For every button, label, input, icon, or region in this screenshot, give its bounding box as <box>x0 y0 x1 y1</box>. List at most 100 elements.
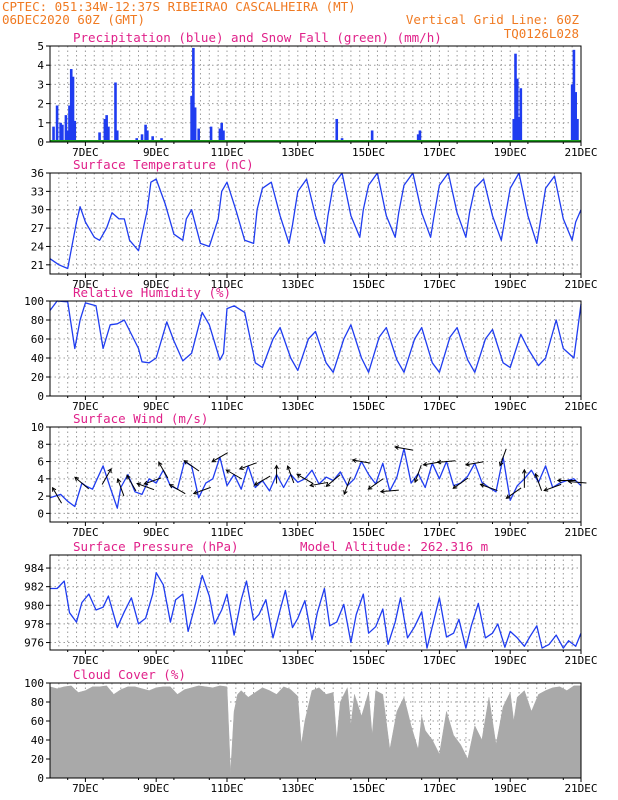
x-tick-label: 7DEC <box>72 654 99 667</box>
wind-arrow-shaft <box>499 448 507 466</box>
precip-bar <box>73 120 77 142</box>
wind-arrow <box>343 477 351 496</box>
precip-bar <box>197 128 200 142</box>
x-tick-label: 19DEC <box>494 400 527 413</box>
y-tick-label: 4 <box>37 59 44 72</box>
wind-arrow <box>413 465 422 484</box>
x-tick-label: 19DEC <box>494 278 527 291</box>
precip-bar <box>71 76 75 142</box>
wind-arrow-head <box>238 465 244 471</box>
wind-arrow-shaft <box>395 446 413 451</box>
humidity-panel: Relative Humidity (%) 0 20 40 60 80 100 7DEC 9DE… <box>24 285 597 413</box>
wind-arrow <box>543 483 562 492</box>
x-tick-label: 15DEC <box>352 654 385 667</box>
y-tick-label: 20 <box>31 753 44 766</box>
cloud-panel: Cloud Cover (%) 0 20 40 60 80 100 7DEC 9DEC 11DEC… <box>24 667 597 795</box>
precip-bar <box>209 126 213 142</box>
panel-title: Precipitation (blue) and Snow Fall (gree… <box>73 30 442 45</box>
y-tick-label: 30 <box>31 204 44 217</box>
wind-arrow-head <box>556 478 562 483</box>
wind-arrow <box>325 474 341 488</box>
header: CPTEC: 051:34W-12:37S RIBEIRAO CASCALHEI… <box>2 0 579 41</box>
wind-arrow-shaft <box>368 478 384 490</box>
wind-arrow-head <box>325 482 331 488</box>
precip-bar <box>144 124 147 142</box>
wind-arrow-head <box>143 480 149 486</box>
precip-panel: Precipitation (blue) and Snow Fall (gree… <box>37 30 597 159</box>
wind-arrow-shaft <box>144 477 162 485</box>
precip-bar <box>103 118 107 142</box>
x-tick-label: 17DEC <box>423 526 456 539</box>
x-tick-label: 17DEC <box>423 278 456 291</box>
precip-bar <box>64 115 68 142</box>
wind-arrow-shaft <box>52 487 63 504</box>
y-tick-label: 980 <box>24 599 44 612</box>
x-tick-label: 13DEC <box>281 654 314 667</box>
x-tick-label: 17DEC <box>423 654 456 667</box>
x-tick-label: 11DEC <box>210 278 243 291</box>
x-tick-label: 15DEC <box>352 400 385 413</box>
wind-arrow-shaft <box>183 460 200 472</box>
y-tick-label: 40 <box>31 352 44 365</box>
x-tick-label: 9DEC <box>143 146 170 159</box>
panel-title: Surface Temperature (nC) <box>73 157 254 172</box>
precip-bar <box>416 134 420 142</box>
precip-bar <box>576 118 579 142</box>
x-tick-label: 17DEC <box>423 146 456 159</box>
y-tick-label: 100 <box>24 677 44 690</box>
x-tick-label: 7DEC <box>72 278 99 291</box>
wind-arrow <box>253 475 271 486</box>
y-tick-label: 984 <box>24 562 44 575</box>
wind-arrow-head <box>52 486 57 492</box>
precip-bar <box>68 105 71 142</box>
wind-arrow <box>116 478 125 497</box>
y-tick-label: 36 <box>31 167 44 180</box>
wind-arrow-shaft <box>534 473 543 491</box>
y-tick-label: 0 <box>37 136 44 149</box>
precip-bar <box>59 122 62 142</box>
wind-arrow <box>225 469 243 480</box>
x-tick-label: 9DEC <box>143 782 170 795</box>
x-tick-label: 21DEC <box>564 654 597 667</box>
wind-arrow-shaft <box>325 474 341 487</box>
wind-arrow-head <box>351 458 357 463</box>
wind-arrow-head <box>309 482 315 488</box>
y-tick-label: 4 <box>37 473 44 486</box>
y-tick-label: 20 <box>31 371 44 384</box>
series-line <box>50 572 582 649</box>
wind-arrow-head <box>183 460 189 465</box>
wind-arrow-shaft <box>158 462 169 479</box>
x-tick-label: 9DEC <box>143 654 170 667</box>
x-tick-label: 17DEC <box>423 400 456 413</box>
panel-title: Cloud Cover (%) <box>73 667 186 682</box>
wind-arrow-shaft <box>254 475 271 486</box>
wind-arrow-shaft <box>211 452 228 463</box>
precip-bar <box>69 69 73 142</box>
x-tick-label: 13DEC <box>281 782 314 795</box>
y-tick-label: 6 <box>37 456 44 469</box>
wind-arrow-head <box>225 469 231 474</box>
wind-arrow-head <box>464 461 470 467</box>
y-tick-label: 976 <box>24 637 44 650</box>
precip-bar <box>218 128 222 142</box>
y-tick-label: 21 <box>31 259 44 272</box>
precip-bar <box>519 88 523 142</box>
header-run-date: 06DEC2020 60Z (GMT) <box>2 12 145 27</box>
wind-arrow-shaft <box>544 483 562 492</box>
temperature-panel: Surface Temperature (nC) 21 24 27 30 33 36 7DEC… <box>31 157 598 291</box>
wind-arrow <box>158 461 169 479</box>
wind-arrow <box>74 476 90 490</box>
header-grid-line-note: Vertical Grid Line: 60Z <box>406 12 580 27</box>
wind-arrow-head <box>367 485 373 490</box>
wind-arrow-head <box>296 473 302 478</box>
y-tick-label: 80 <box>31 696 44 709</box>
x-tick-label: 7DEC <box>72 400 99 413</box>
wind-arrow-shaft <box>74 476 90 490</box>
precip-bar <box>98 132 101 142</box>
wind-arrow-shaft <box>296 473 313 484</box>
x-tick-label: 11DEC <box>210 654 243 667</box>
wind-arrow-head <box>116 478 122 484</box>
header-model-id: TQ0126L028 <box>504 26 579 41</box>
wind-arrow <box>522 468 527 488</box>
wind-arrow <box>534 472 543 491</box>
